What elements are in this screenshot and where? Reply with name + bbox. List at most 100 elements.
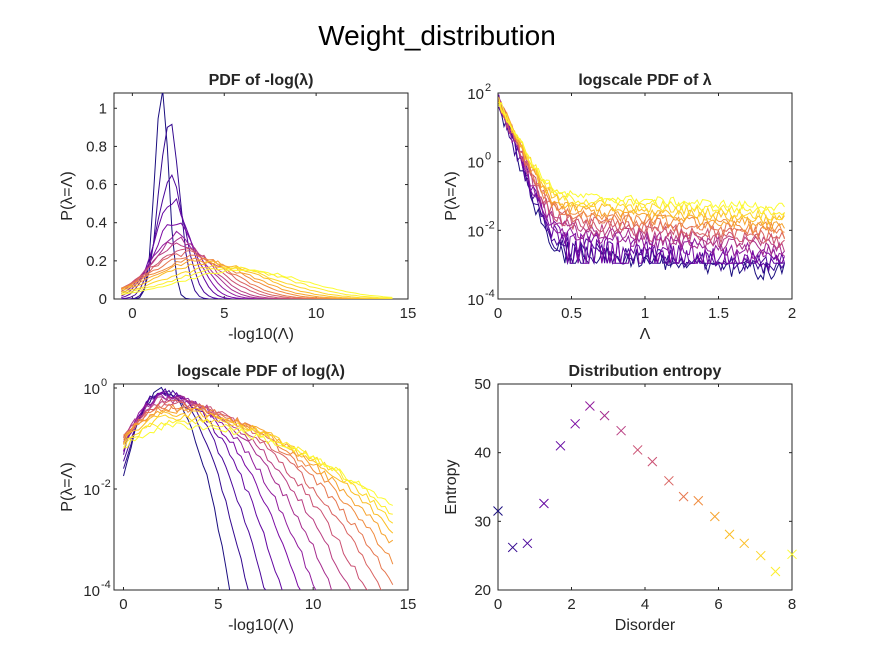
x-tick-label: 1.5 <box>708 305 729 322</box>
logpdf-log-series-line <box>123 388 267 590</box>
y-tick-exponent: 0 <box>485 151 491 163</box>
x-tick-label: 5 <box>214 596 222 613</box>
x-tick-label: 0 <box>494 305 502 322</box>
y-tick-label: 10 <box>467 292 484 309</box>
x-tick-label: 2 <box>788 305 796 322</box>
figure-title: Weight_distribution <box>318 20 556 51</box>
y-axis-label: P(λ=Λ) <box>443 171 460 220</box>
y-tick-exponent: -4 <box>101 579 111 591</box>
y-tick-label: 50 <box>474 376 491 393</box>
logpdf-log-series-line <box>123 410 394 534</box>
logpdf-lambda-series-line <box>498 94 785 269</box>
entropy-marker <box>632 445 643 455</box>
y-axis-label: P(λ=Λ) <box>59 462 76 511</box>
entropy-marker <box>522 538 533 549</box>
entropy-marker <box>739 538 750 549</box>
logpdf-lambda-series-line <box>498 98 785 244</box>
entropy-marker <box>599 410 610 421</box>
logpdf-lambda-series-line <box>498 101 785 231</box>
y-tick-label: 30 <box>474 513 491 530</box>
x-tick-label: 0 <box>128 305 136 322</box>
x-tick-label: 10 <box>305 596 322 613</box>
y-tick-label: 10 <box>83 583 100 600</box>
y-tick-exponent: -2 <box>485 219 495 231</box>
y-axis-label: Entropy <box>443 459 460 514</box>
entropy-marker <box>570 418 581 429</box>
y-tick-exponent: -2 <box>101 478 111 490</box>
y-tick-label: 10 <box>467 86 484 103</box>
y-axis-label: P(λ=Λ) <box>59 171 76 220</box>
x-tick-label: 10 <box>308 305 325 322</box>
axes-box <box>113 383 409 591</box>
pdf-series-line <box>121 250 393 299</box>
y-tick-label: 10 <box>83 381 100 398</box>
logpdf-log-series-line <box>123 393 317 590</box>
x-tick-label: 0 <box>119 596 127 613</box>
logpdf-lambda-series-line <box>498 101 785 221</box>
x-tick-label: 1 <box>641 305 649 322</box>
x-tick-label: 5 <box>220 305 228 322</box>
x-tick-label: 8 <box>788 596 796 613</box>
y-tick-label: 0.4 <box>86 215 107 232</box>
logpdf-log-series-line <box>123 390 301 590</box>
entropy-marker <box>647 456 658 467</box>
x-tick-label: 15 <box>400 305 417 322</box>
y-tick-label: 10 <box>83 482 100 499</box>
pdf-series-line <box>121 254 393 299</box>
panel-entropy: Distribution entropy 0 2 4 6 8 20 30 40 50 Disorde… <box>443 363 797 634</box>
entropy-marker <box>693 495 704 506</box>
y-tick-exponent: 2 <box>485 82 491 94</box>
x-axis-label: -log10(Λ) <box>228 326 294 343</box>
logpdf-log-series-line <box>123 406 394 544</box>
logpdf-log-series-line <box>123 422 393 506</box>
entropy-marker <box>724 529 735 540</box>
logpdf-log-series-line <box>123 386 231 590</box>
logpdf-log-series-line <box>123 389 249 590</box>
logpdf-lambda-series-line <box>498 101 785 212</box>
logpdf-lambda-series-line <box>498 101 785 226</box>
x-axis-label: Λ <box>640 326 651 343</box>
panel-title: PDF of -log(λ) <box>209 72 314 89</box>
entropy-marker <box>755 550 766 561</box>
entropy-marker <box>787 549 797 560</box>
x-tick-label: 6 <box>714 596 722 613</box>
pdf-series-line <box>121 247 393 299</box>
y-tick-label: 20 <box>474 582 491 599</box>
x-tick-label: 0 <box>494 596 502 613</box>
entropy-marker <box>493 506 503 516</box>
pdf-series-line <box>121 197 393 299</box>
pdf-series-line <box>121 123 393 299</box>
pdf-series-line <box>121 236 393 299</box>
panel-title: Distribution entropy <box>569 363 722 380</box>
y-tick-label: 10 <box>467 223 484 240</box>
y-tick-label: 1 <box>99 100 107 117</box>
pdf-series-line <box>121 93 393 299</box>
logpdf-log-series-line <box>123 403 394 565</box>
entropy-marker <box>555 440 566 451</box>
panel-title: logscale PDF of log(λ) <box>177 363 345 380</box>
pdf-series-line <box>121 173 393 299</box>
y-tick-label: 0.8 <box>86 138 107 155</box>
entropy-marker <box>539 498 549 509</box>
logpdf-lambda-series-line <box>498 100 785 262</box>
entropy-marker <box>678 491 689 502</box>
y-tick-label: 10 <box>467 155 484 172</box>
logpdf-log-series-line <box>123 396 352 590</box>
y-tick-exponent: 0 <box>101 377 107 389</box>
panel-title: logscale PDF of λ <box>578 72 711 89</box>
entropy-marker <box>709 511 720 522</box>
x-axis-label: -log10(Λ) <box>228 617 294 634</box>
x-axis-label: Disorder <box>615 617 676 634</box>
entropy-marker <box>585 401 595 411</box>
pdf-series-line <box>121 260 393 299</box>
y-tick-label: 0 <box>99 291 107 308</box>
y-tick-label: 40 <box>474 445 491 462</box>
entropy-marker <box>664 475 674 486</box>
logpdf-lambda-series-line <box>498 106 785 273</box>
x-tick-label: 15 <box>400 596 417 613</box>
y-tick-exponent: -4 <box>485 288 495 300</box>
axes-box <box>497 383 793 591</box>
